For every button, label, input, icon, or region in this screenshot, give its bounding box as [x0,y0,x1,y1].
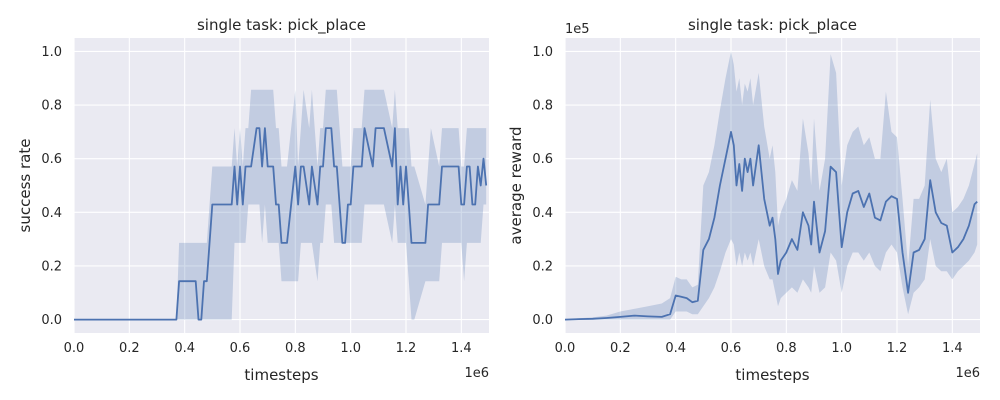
tick-labels: 0.0 0.2 0.4 0.6 0.8 1.0 1.2 1.4 0.0 0.2 0.4 0.6 0.8 1… [41,45,471,356]
x-tick-label: 0.0 [555,341,576,356]
x-tick-label: 1.0 [340,341,361,356]
y-tick-label: 0.2 [532,259,553,274]
x-tick-label: 0.2 [610,341,631,356]
data-layer [74,89,488,321]
x-tick-label: 0.8 [285,341,306,356]
x-offset-label: 1e6 [955,366,980,381]
x-tick-label: 0.2 [119,341,140,356]
y-axis-label: success rate [16,139,34,233]
confidence-band [565,51,978,320]
series-line [564,131,978,321]
x-tick-label: 0.4 [665,341,686,356]
x-tick-label: 1.2 [887,341,908,356]
series-line [74,127,488,321]
chart-title: single task: pick_place [197,16,366,35]
x-tick-label: 0.6 [721,341,742,356]
confidence-band [74,89,487,320]
y-tick-label: 0.8 [41,99,62,114]
panel-average-reward: 0.0 0.2 0.4 0.6 0.8 1.0 1.2 1.4 0.0 0.2 0.4 0.6 0.8 1… [507,16,980,384]
y-tick-label: 0.2 [41,259,62,274]
x-tick-label: 1.4 [942,341,963,356]
y-tick-label: 0.0 [532,313,553,328]
chart-title: single task: pick_place [688,16,857,35]
y-tick-label: 0.0 [41,313,62,328]
y-tick-label: 0.6 [532,152,553,167]
y-tick-label: 0.4 [532,206,553,221]
x-tick-label: 0.8 [776,341,797,356]
y-tick-label: 1.0 [41,45,62,60]
x-tick-label: 0.0 [64,341,85,356]
grid [564,38,980,333]
x-axis-label: timesteps [735,366,809,384]
y-tick-label: 0.6 [41,152,62,167]
y-axis-label: average reward [507,126,525,244]
x-offset-label: 1e6 [464,366,489,381]
x-tick-label: 1.2 [396,341,417,356]
plot-area [74,38,489,333]
y-tick-label: 0.4 [41,206,62,221]
plot-area [565,38,980,333]
y-offset-label: 1e5 [565,22,590,37]
x-tick-label: 1.4 [451,341,472,356]
panel-success-rate: 0.0 0.2 0.4 0.6 0.8 1.0 1.2 1.4 0.0 0.2 0.4 0.6 0.8 1… [16,16,489,384]
y-tick-label: 0.8 [532,99,553,114]
x-axis-label: timesteps [244,366,318,384]
x-tick-label: 1.0 [831,341,852,356]
x-tick-label: 0.4 [174,341,195,356]
x-tick-label: 0.6 [230,341,251,356]
y-tick-label: 1.0 [532,45,553,60]
data-layer [564,51,978,321]
tick-labels: 0.0 0.2 0.4 0.6 0.8 1.0 1.2 1.4 0.0 0.2 0.4 0.6 0.8 1… [532,45,962,356]
